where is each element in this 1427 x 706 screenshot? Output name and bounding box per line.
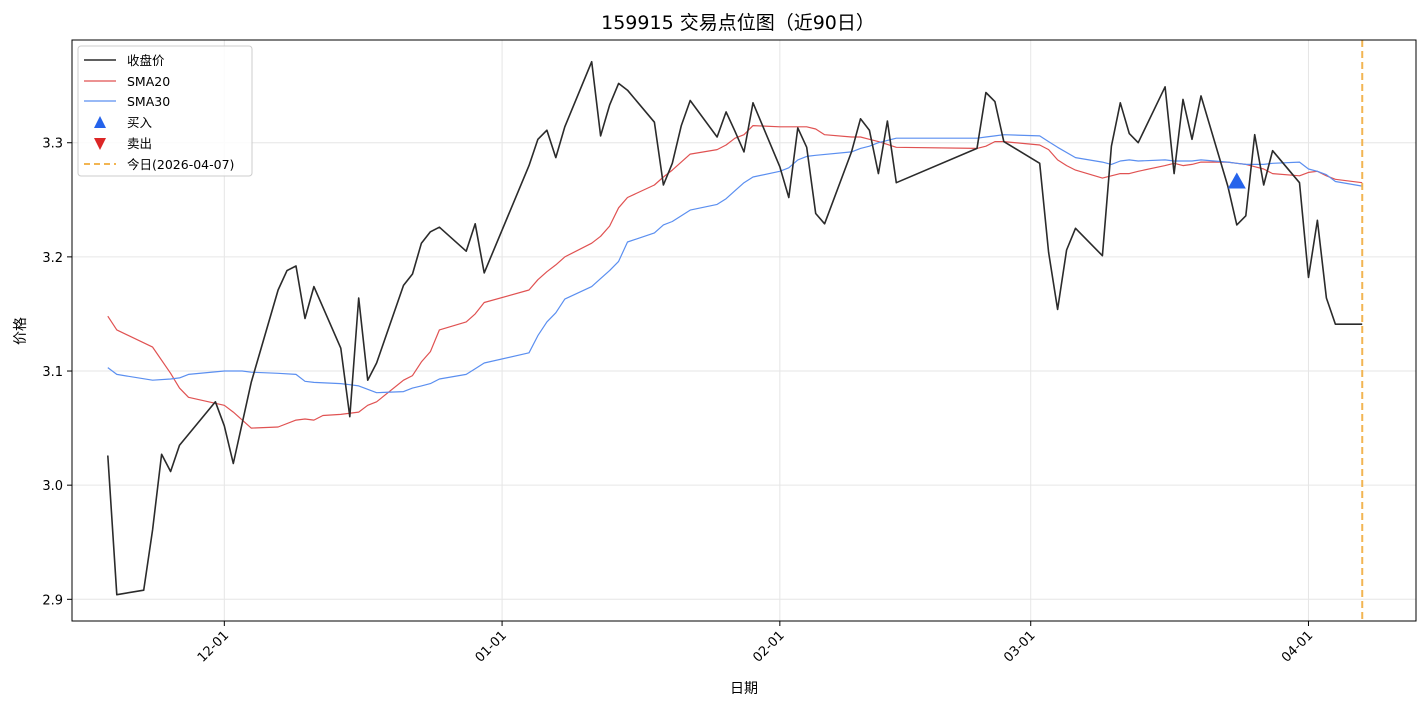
sma20-line <box>107 125 1363 429</box>
y-tick-label: 3.3 <box>42 137 63 152</box>
legend-sma30-label: SMA30 <box>127 94 170 109</box>
plot-frame <box>71 39 1417 622</box>
legend-sell-swatch <box>94 138 106 150</box>
y-tick-label: 3.1 <box>42 365 63 380</box>
series-layer <box>107 60 1363 596</box>
y-tick-label: 2.9 <box>42 593 63 608</box>
sma30-line <box>107 134 1363 394</box>
axis-ticks: 2.9 3.0 3.1 3.2 3.3 12-01 01-01 02-01 03-01 04-01 <box>42 137 1316 666</box>
legend-today-label: 今日(2026-04-07) <box>127 157 234 172</box>
y-axis-label: 价格 <box>13 317 29 345</box>
x-tick-label: 02-01 <box>750 628 787 665</box>
x-tick-label: 12-01 <box>195 628 232 665</box>
buy-marker <box>1227 172 1246 189</box>
legend-close-label: 收盘价 <box>127 53 165 68</box>
legend-sell-label: 卖出 <box>127 136 152 151</box>
legend-buy-label: 买入 <box>127 115 153 130</box>
x-tick-label: 01-01 <box>473 628 510 665</box>
legend-buy-swatch <box>94 116 106 128</box>
y-tick-label: 3.2 <box>42 251 63 266</box>
chart-title: 159915 交易点位图（近90日） <box>601 12 875 34</box>
legend-sma20-label: SMA20 <box>127 74 170 89</box>
close-price-line <box>107 60 1363 596</box>
x-tick-label: 03-01 <box>1001 628 1038 665</box>
grid <box>72 40 1416 621</box>
x-tick-label: 04-01 <box>1279 628 1316 665</box>
legend-box <box>77 45 253 177</box>
y-tick-label: 3.0 <box>42 479 63 494</box>
legend: 收盘价 SMA20 SMA30 买入 卖出 今日(2026-04-07) <box>77 45 253 177</box>
x-axis-label: 日期 <box>730 681 758 697</box>
marker-layer <box>1227 40 1364 621</box>
